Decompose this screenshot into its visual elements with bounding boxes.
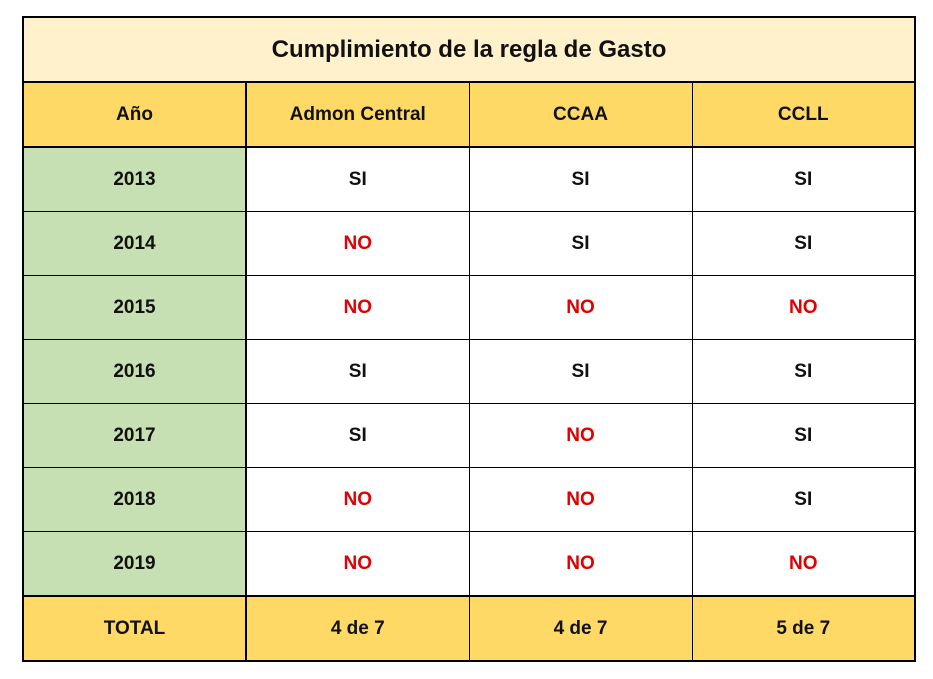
- title-row: Cumplimiento de la regla de Gasto: [22, 16, 916, 83]
- table-row: 2014 NO SI SI: [22, 211, 916, 276]
- value-cell: SI: [691, 211, 916, 276]
- value-cell: SI: [691, 403, 916, 468]
- year-cell: 2018: [22, 467, 247, 532]
- value-cell: SI: [245, 403, 470, 468]
- table-row: 2018 NO NO SI: [22, 467, 916, 532]
- table-row: 2017 SI NO SI: [22, 403, 916, 468]
- total-row: TOTAL 4 de 7 4 de 7 5 de 7: [22, 595, 916, 662]
- header-ccaa: CCAA: [468, 81, 693, 148]
- total-ccaa: 4 de 7: [468, 595, 693, 662]
- table-row: 2019 NO NO NO: [22, 531, 916, 597]
- header-ccll: CCLL: [691, 81, 916, 148]
- year-cell: 2016: [22, 339, 247, 404]
- value-cell: NO: [468, 467, 693, 532]
- value-cell: NO: [245, 211, 470, 276]
- total-ccll: 5 de 7: [691, 595, 916, 662]
- value-cell: NO: [691, 531, 916, 597]
- header-year: Año: [22, 81, 247, 148]
- value-cell: SI: [691, 146, 916, 212]
- value-cell: NO: [691, 275, 916, 340]
- compliance-table: Cumplimiento de la regla de Gasto Año Ad…: [22, 16, 916, 662]
- value-cell: NO: [468, 531, 693, 597]
- table-title: Cumplimiento de la regla de Gasto: [22, 16, 916, 83]
- header-row: Año Admon Central CCAA CCLL: [22, 81, 916, 148]
- value-cell: NO: [468, 403, 693, 468]
- year-cell: 2013: [22, 146, 247, 212]
- year-cell: 2014: [22, 211, 247, 276]
- year-cell: 2015: [22, 275, 247, 340]
- value-cell: SI: [468, 339, 693, 404]
- value-cell: SI: [245, 146, 470, 212]
- year-cell: 2019: [22, 531, 247, 597]
- value-cell: SI: [468, 211, 693, 276]
- header-admon-central: Admon Central: [245, 81, 470, 148]
- value-cell: SI: [691, 467, 916, 532]
- value-cell: NO: [245, 531, 470, 597]
- value-cell: NO: [468, 275, 693, 340]
- total-admon-central: 4 de 7: [245, 595, 470, 662]
- table-row: 2013 SI SI SI: [22, 146, 916, 212]
- year-cell: 2017: [22, 403, 247, 468]
- total-label: TOTAL: [22, 595, 247, 662]
- table-row: 2016 SI SI SI: [22, 339, 916, 404]
- value-cell: NO: [245, 275, 470, 340]
- value-cell: SI: [468, 146, 693, 212]
- value-cell: NO: [245, 467, 470, 532]
- value-cell: SI: [245, 339, 470, 404]
- table-row: 2015 NO NO NO: [22, 275, 916, 340]
- value-cell: SI: [691, 339, 916, 404]
